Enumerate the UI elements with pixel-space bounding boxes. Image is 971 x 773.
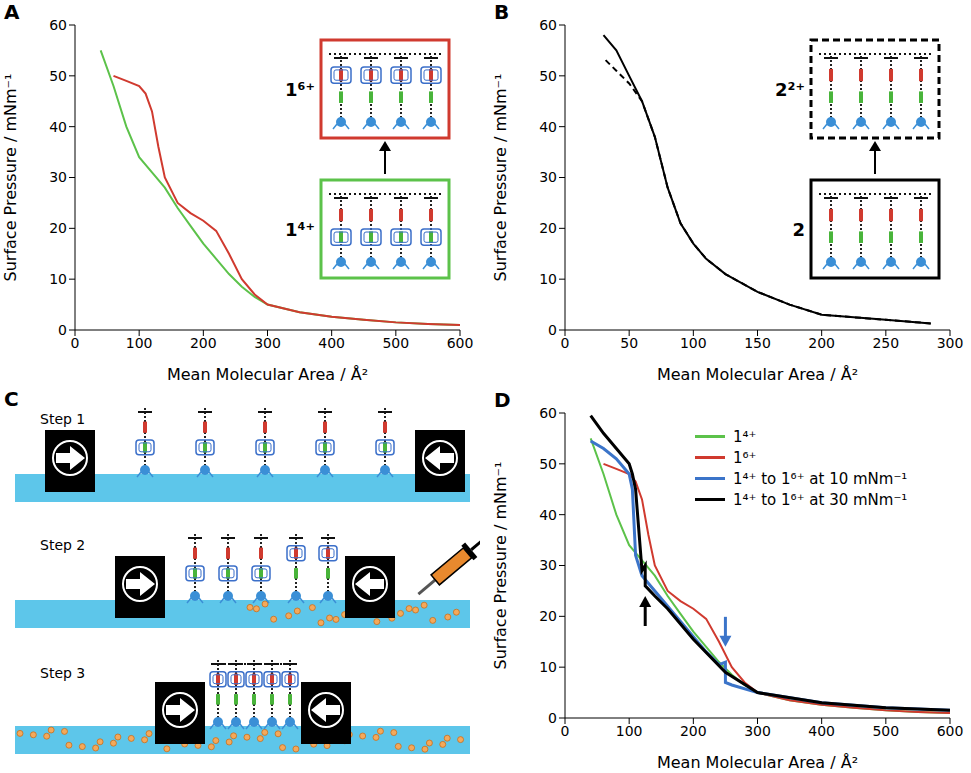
- svg-text:400: 400: [318, 335, 345, 351]
- svg-text:200: 200: [808, 335, 835, 351]
- svg-text:30: 30: [49, 169, 67, 185]
- svg-text:Surface Pressure / mNm⁻¹: Surface Pressure / mNm⁻¹: [491, 74, 510, 282]
- html-text:1⁴⁺ to 1⁶⁺ at 30 mNm⁻¹: 1⁴⁺ to 1⁶⁺ at 30 mNm⁻¹: [733, 490, 908, 509]
- svg-text:1⁶⁺: 1⁶⁺: [285, 79, 315, 100]
- svg-text:0: 0: [561, 335, 570, 351]
- svg-text:500: 500: [382, 335, 409, 351]
- svg-text:Surface Pressure / mNm⁻¹: Surface Pressure / mNm⁻¹: [491, 462, 510, 670]
- svg-text:0: 0: [58, 322, 67, 338]
- svg-text:150: 150: [744, 335, 771, 351]
- svg-text:20: 20: [539, 220, 557, 236]
- svg-text:Step 1: Step 1: [40, 411, 85, 427]
- svg-text:2: 2: [792, 219, 805, 240]
- svg-text:50: 50: [539, 68, 557, 84]
- svg-text:0: 0: [561, 723, 570, 739]
- svg-text:50: 50: [620, 335, 638, 351]
- svg-text:50: 50: [539, 456, 557, 472]
- svg-text:50: 50: [49, 68, 67, 84]
- html-text:D: D: [494, 388, 511, 412]
- svg-text:30: 30: [539, 557, 557, 573]
- svg-text:200: 200: [680, 723, 707, 739]
- svg-text:40: 40: [49, 119, 67, 135]
- svg-text:40: 40: [539, 119, 557, 135]
- svg-text:100: 100: [126, 335, 153, 351]
- svg-text:600: 600: [937, 723, 964, 739]
- svg-text:60: 60: [49, 17, 67, 33]
- svg-text:0: 0: [548, 710, 557, 726]
- html-text:A: A: [4, 0, 20, 24]
- svg-text:20: 20: [539, 608, 557, 624]
- svg-text:Mean Molecular Area / Å²: Mean Molecular Area / Å²: [657, 365, 858, 384]
- svg-text:C: C: [4, 388, 19, 411]
- svg-text:20: 20: [49, 220, 67, 236]
- html-text:1⁶⁺: 1⁶⁺: [733, 448, 757, 467]
- svg-text:400: 400: [808, 723, 835, 739]
- html-text:B: B: [494, 0, 510, 24]
- html-text:1⁴⁺ to 1⁶⁺ at 10 mNm⁻¹: 1⁴⁺ to 1⁶⁺ at 10 mNm⁻¹: [733, 469, 908, 488]
- svg-text:1⁴⁺: 1⁴⁺: [285, 219, 315, 240]
- svg-text:40: 40: [539, 507, 557, 523]
- svg-text:100: 100: [616, 723, 643, 739]
- html-text:1⁴⁺: 1⁴⁺: [733, 427, 757, 446]
- svg-text:Mean Molecular Area / Å²: Mean Molecular Area / Å²: [167, 365, 368, 384]
- svg-text:60: 60: [539, 17, 557, 33]
- svg-text:0: 0: [548, 322, 557, 338]
- svg-text:60: 60: [539, 405, 557, 421]
- svg-text:Step 2: Step 2: [40, 537, 85, 553]
- svg-text:500: 500: [872, 723, 899, 739]
- svg-text:300: 300: [744, 723, 771, 739]
- svg-text:10: 10: [539, 659, 557, 675]
- svg-text:2²⁺: 2²⁺: [775, 79, 805, 100]
- svg-text:0: 0: [71, 335, 80, 351]
- svg-text:250: 250: [872, 335, 899, 351]
- svg-text:Surface Pressure / mNm⁻¹: Surface Pressure / mNm⁻¹: [1, 74, 20, 282]
- svg-text:10: 10: [539, 271, 557, 287]
- svg-text:Step 3: Step 3: [40, 665, 85, 681]
- svg-text:10: 10: [49, 271, 67, 287]
- svg-text:30: 30: [539, 169, 557, 185]
- svg-text:300: 300: [254, 335, 281, 351]
- svg-text:200: 200: [190, 335, 217, 351]
- svg-text:Mean Molecular Area / Å²: Mean Molecular Area / Å²: [657, 753, 858, 772]
- svg-text:300: 300: [937, 335, 964, 351]
- svg-text:100: 100: [680, 335, 707, 351]
- svg-text:600: 600: [447, 335, 474, 351]
